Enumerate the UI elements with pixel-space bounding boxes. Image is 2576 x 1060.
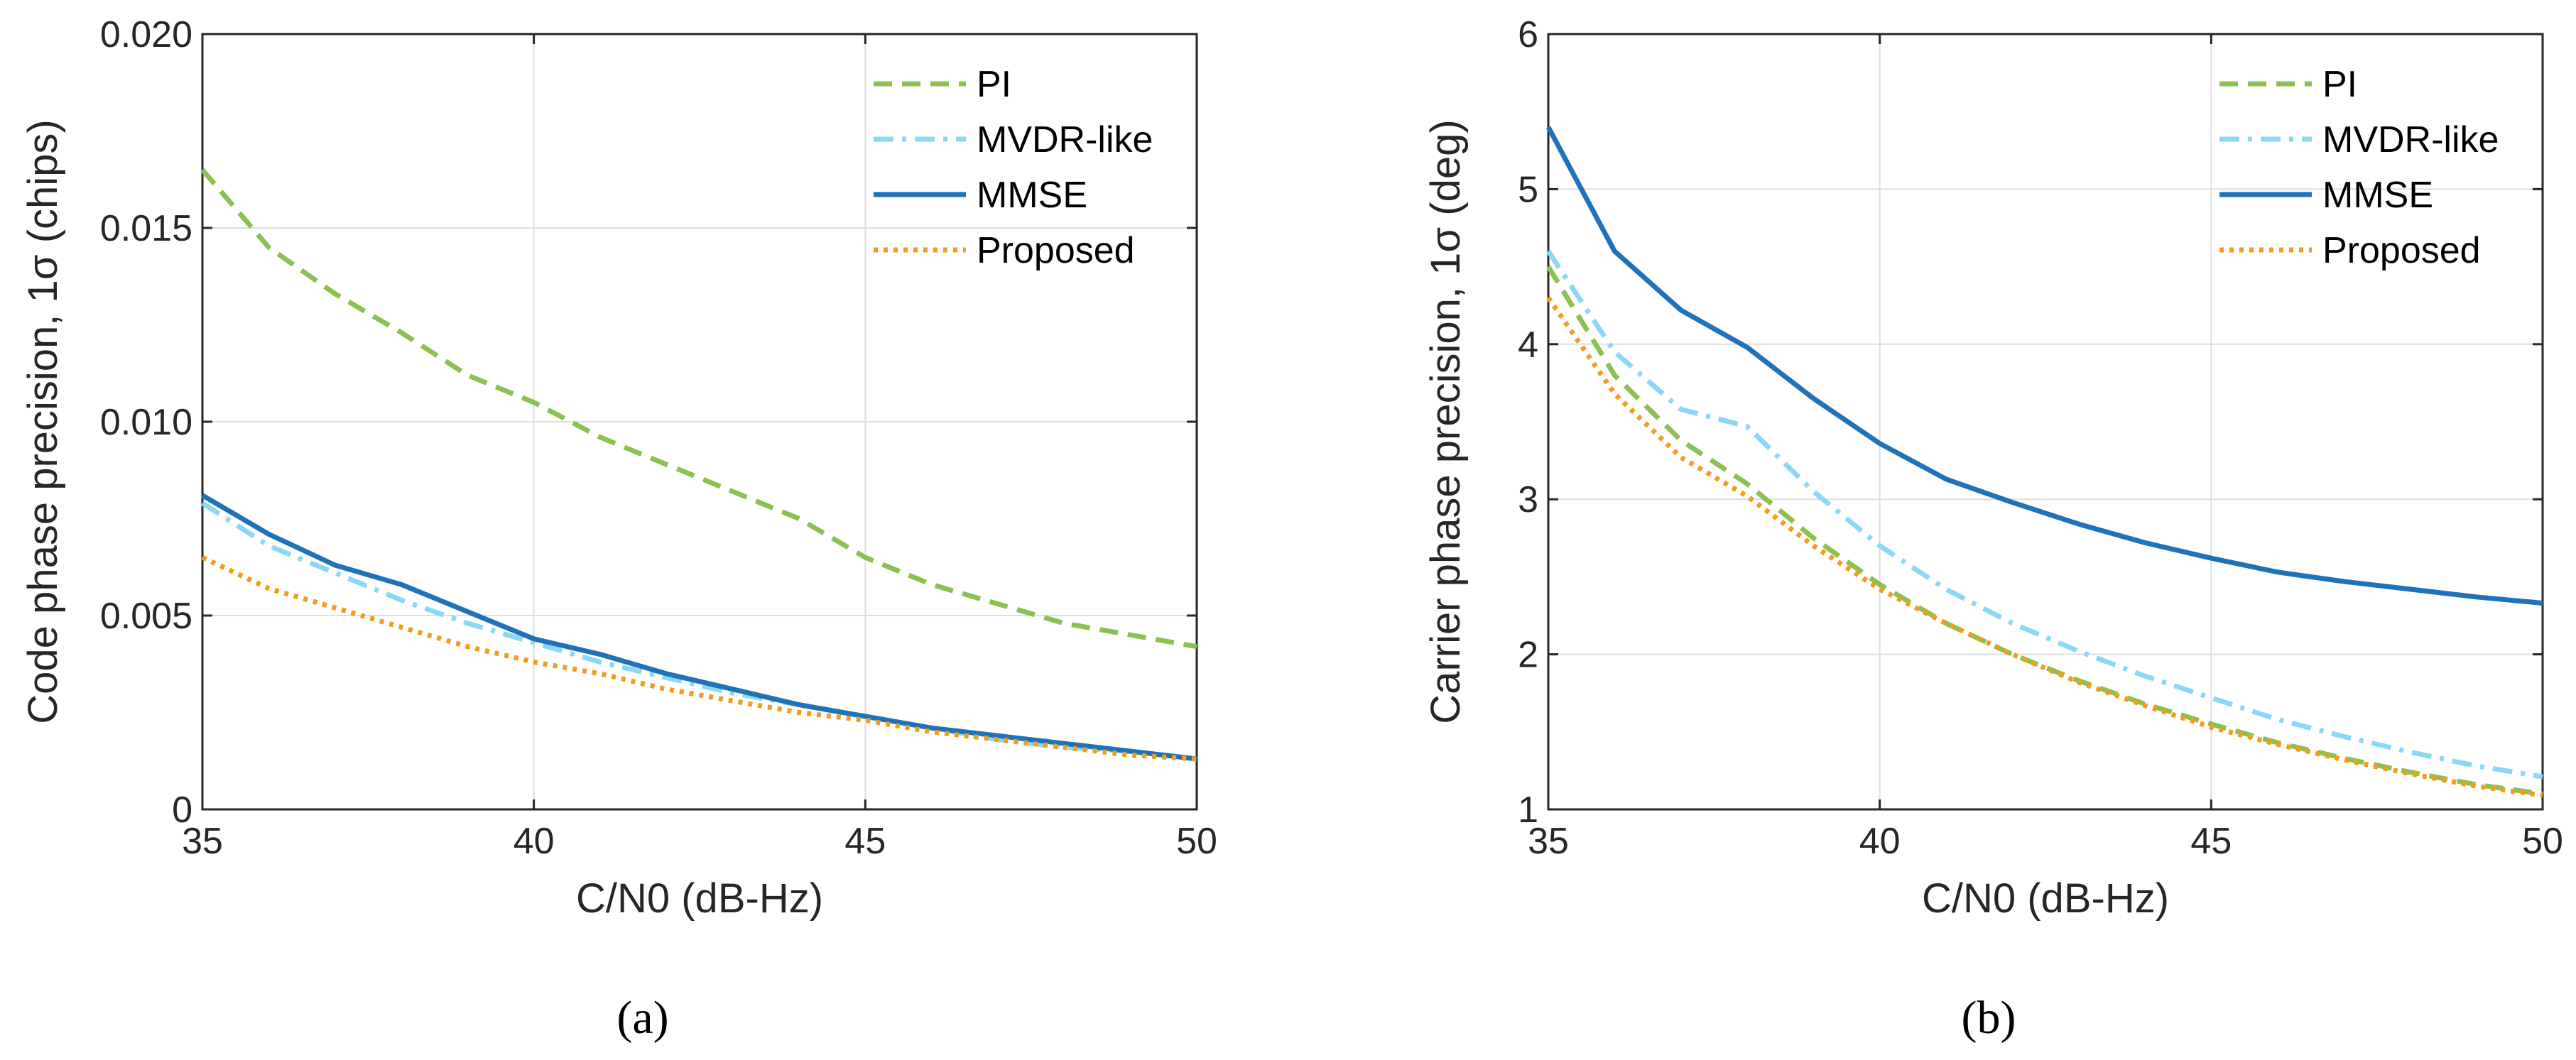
y-tick-label: 0.005 [100,596,192,637]
series-line-mmse [1545,126,2543,606]
y-axis-label: Carrier phase precision, 1σ (deg) [1423,119,1469,723]
plot-frame [1547,33,2544,811]
y-tick-label: 4 [1518,324,1538,366]
y-tick-label: 1 [1518,789,1538,831]
panel-label: (b) [1962,992,2016,1044]
legend-entry: Proposed [2322,230,2481,271]
x-axis-label: C/N0 (dB-Hz) [576,875,823,922]
y-tick-label: 5 [1518,169,1538,210]
series-line-proposed [201,554,1197,762]
x-tick-label: 45 [2190,821,2232,862]
series-line-mvdr-like [201,501,1197,762]
x-tick-label: 50 [1176,821,1217,862]
y-tick-label: 0.020 [100,14,192,55]
legend-entry: PI [2322,64,2357,105]
y-tick-label: 0.010 [100,402,192,443]
series-line-mvdr-like [1546,249,2543,780]
x-tick-label: 35 [182,821,223,862]
y-tick-label: 6 [1518,14,1538,55]
y-tick-label: 3 [1518,479,1538,520]
x-axis-label: C/N0 (dB-Hz) [1922,875,2169,922]
series-line-pi [1546,265,2543,797]
x-tick-label: 35 [1528,821,1569,862]
y-tick-label: 0.015 [100,208,192,249]
y-tick-label: 2 [1518,635,1538,676]
series-line-proposed [1546,296,2543,798]
legend-entry: Proposed [977,230,1135,271]
series-line-mmse [201,493,1197,762]
legend-entry: MMSE [977,175,1087,216]
x-tick-label: 40 [1859,821,1901,862]
legend-entry: MVDR-like [2322,119,2499,160]
series-line-pi [200,168,1197,650]
legend-entry: MVDR-like [977,119,1153,160]
y-tick-label: 0 [172,789,192,831]
legend-entry: MMSE [2322,175,2433,216]
legend-entry: PI [977,64,1011,105]
panel-label: (a) [616,992,668,1044]
chart-panel-1: 35 40 45 50 0 0.005 0.010 0.015 0.020 C/N0 (dB-Hz… [20,14,1217,1044]
x-tick-label: 40 [513,821,555,862]
x-tick-label: 50 [2522,821,2563,862]
y-axis-label: Code phase precision, 1σ (chips) [20,119,66,723]
x-tick-label: 45 [844,821,886,862]
